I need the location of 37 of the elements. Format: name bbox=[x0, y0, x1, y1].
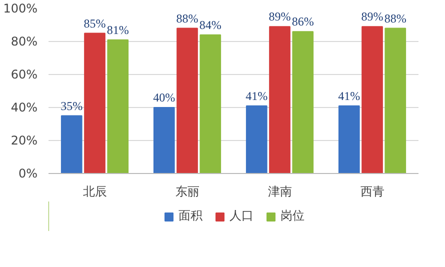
bar bbox=[246, 105, 268, 174]
data-label: 84% bbox=[199, 18, 222, 32]
x-tick-label: 西青 bbox=[360, 184, 384, 198]
data-label: 41% bbox=[246, 88, 268, 103]
x-tick-label: 津南 bbox=[268, 184, 292, 198]
legend-label: 面积 bbox=[178, 208, 202, 224]
data-label: 89% bbox=[361, 10, 384, 24]
bar bbox=[384, 28, 406, 174]
y-tick-label: 80% bbox=[10, 34, 38, 48]
bar bbox=[84, 32, 106, 174]
data-label: 35% bbox=[60, 98, 83, 113]
bar bbox=[362, 26, 383, 174]
y-tick-label: 0% bbox=[18, 166, 38, 180]
data-label: 86% bbox=[292, 14, 314, 29]
bar bbox=[107, 39, 129, 174]
data-label: 81% bbox=[106, 22, 129, 37]
y-tick-label: 60% bbox=[10, 68, 38, 82]
x-tick-label: 北辰 bbox=[82, 184, 107, 198]
bar bbox=[153, 107, 175, 174]
y-tick-label: 20% bbox=[10, 134, 38, 148]
bar bbox=[292, 31, 314, 174]
legend-label: 人口 bbox=[230, 208, 254, 224]
legend-label: 岗位 bbox=[280, 208, 304, 224]
x-tick-label: 东丽 bbox=[175, 184, 200, 198]
bar bbox=[269, 26, 290, 174]
data-label: 85% bbox=[84, 16, 106, 30]
bar bbox=[176, 28, 198, 174]
data-label: 41% bbox=[338, 88, 360, 103]
bar bbox=[338, 105, 360, 174]
data-label: 40% bbox=[153, 90, 176, 104]
y-tick-label: 100% bbox=[3, 2, 38, 16]
data-label: 88% bbox=[176, 11, 198, 26]
data-label: 88% bbox=[384, 11, 406, 26]
data-label: 89% bbox=[268, 10, 291, 24]
bar bbox=[200, 34, 222, 174]
bar bbox=[60, 115, 82, 174]
y-tick-label: 40% bbox=[10, 100, 38, 114]
